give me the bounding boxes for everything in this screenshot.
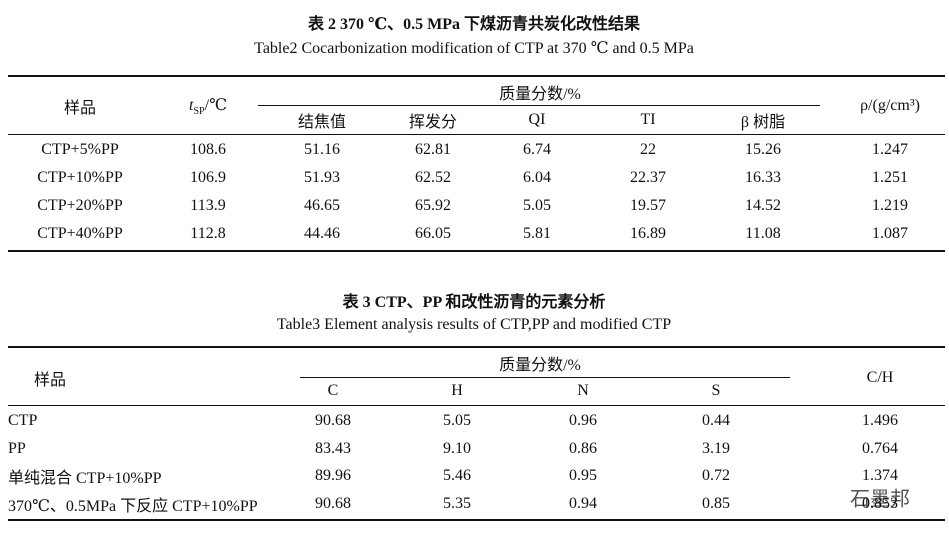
cell: 106.9	[190, 169, 226, 186]
header: tSP/℃	[189, 95, 227, 117]
subheader: C	[327, 382, 339, 399]
cell: 1.374	[862, 467, 898, 484]
cell: 370℃、0.5MPa 下反应 CTP+10%PP	[8, 497, 258, 515]
cell: 1.496	[862, 412, 898, 429]
cell: 0.86	[569, 439, 597, 457]
rule	[8, 134, 945, 135]
cell: 0.85	[702, 494, 730, 512]
cell: 15.26	[745, 141, 781, 158]
rule	[8, 75, 945, 77]
rule	[8, 346, 945, 348]
cell: 66.05	[415, 225, 451, 242]
header: 样品	[63, 100, 97, 117]
cell: 5.35	[443, 494, 471, 512]
cell: 5.05	[443, 412, 471, 429]
rule	[8, 519, 945, 521]
watermark: 石墨邦	[850, 486, 910, 511]
cell: 9.10	[443, 439, 471, 457]
cell: 0.94	[569, 494, 597, 512]
cell: 22	[640, 141, 656, 158]
cell: 90.68	[315, 412, 351, 429]
cell: CTP+40%PP	[37, 225, 123, 242]
cell: CTP+20%PP	[37, 197, 123, 214]
cell: 46.65	[304, 197, 340, 214]
cell: 11.08	[745, 225, 781, 242]
subheader: TI	[640, 111, 656, 128]
cell: 112.8	[190, 225, 226, 242]
subheader: QI	[528, 111, 546, 128]
cell: 65.92	[415, 197, 451, 214]
cell: 90.68	[315, 494, 351, 512]
table-title: 表 3 CTP、PP 和改性沥青的元素分析	[342, 294, 606, 311]
table-title: 表 2 370 ℃、0.5 MPa 下煤沥青共炭化改性结果	[307, 16, 641, 33]
subheader: H	[451, 382, 463, 399]
cell: 1.087	[872, 225, 908, 242]
cell: 1.247	[872, 141, 908, 158]
cell: CTP+5%PP	[41, 141, 119, 158]
subheader: β 树脂	[740, 114, 786, 131]
cell: 44.46	[304, 225, 340, 242]
cell: 0.95	[569, 467, 597, 484]
table-title-en: Table2 Cocarbonization modification of C…	[254, 40, 694, 57]
cell: 5.81	[523, 225, 551, 242]
cell: 51.93	[304, 169, 340, 186]
group-header: 质量分数/%	[499, 86, 581, 103]
cell: 108.6	[190, 141, 226, 158]
cell: 62.52	[415, 169, 451, 186]
cell: 5.05	[523, 197, 551, 214]
cell: 0.96	[569, 412, 597, 429]
cell: 51.16	[304, 141, 340, 158]
cell: 113.9	[190, 197, 226, 214]
cell: PP	[8, 439, 26, 457]
cell: 16.89	[630, 225, 666, 242]
unit: /℃	[204, 96, 227, 114]
symbol: t	[189, 96, 194, 114]
rule	[258, 105, 820, 106]
cell: 14.52	[745, 197, 781, 214]
cell: CTP	[8, 412, 38, 429]
rule	[8, 405, 945, 406]
cell: 0.72	[702, 467, 730, 484]
header: 样品	[33, 372, 67, 389]
cell: 0.764	[862, 439, 898, 457]
rule	[8, 250, 945, 252]
cell: 89.96	[315, 467, 351, 484]
cell: 6.04	[523, 169, 551, 186]
cell: CTP+10%PP	[37, 169, 123, 186]
subscript: SP	[193, 106, 205, 118]
subheader: N	[577, 382, 589, 399]
cell: 单纯混合 CTP+10%PP	[8, 470, 162, 487]
group-header: 质量分数/%	[499, 357, 581, 374]
cell: 1.219	[872, 197, 908, 214]
cell: 22.37	[630, 169, 666, 186]
subheader: 结焦值	[297, 114, 347, 131]
cell: 1.251	[872, 169, 908, 186]
cell: 19.57	[630, 197, 666, 214]
header: ρ/(g/cm³)	[860, 97, 920, 114]
cell: 0.853	[862, 494, 898, 512]
subheader: S	[711, 382, 721, 399]
cell: 6.74	[523, 141, 551, 158]
cell: 62.81	[415, 141, 451, 158]
cell: 5.46	[443, 467, 471, 484]
rule	[300, 377, 790, 378]
subheader: 挥发分	[408, 114, 458, 131]
cell: 83.43	[315, 439, 351, 457]
cell: 16.33	[745, 169, 781, 186]
header: C/H	[866, 369, 894, 386]
cell: 0.44	[702, 412, 730, 429]
cell: 3.19	[702, 439, 730, 457]
table-title-en: Table3 Element analysis results of CTP,P…	[276, 316, 672, 333]
